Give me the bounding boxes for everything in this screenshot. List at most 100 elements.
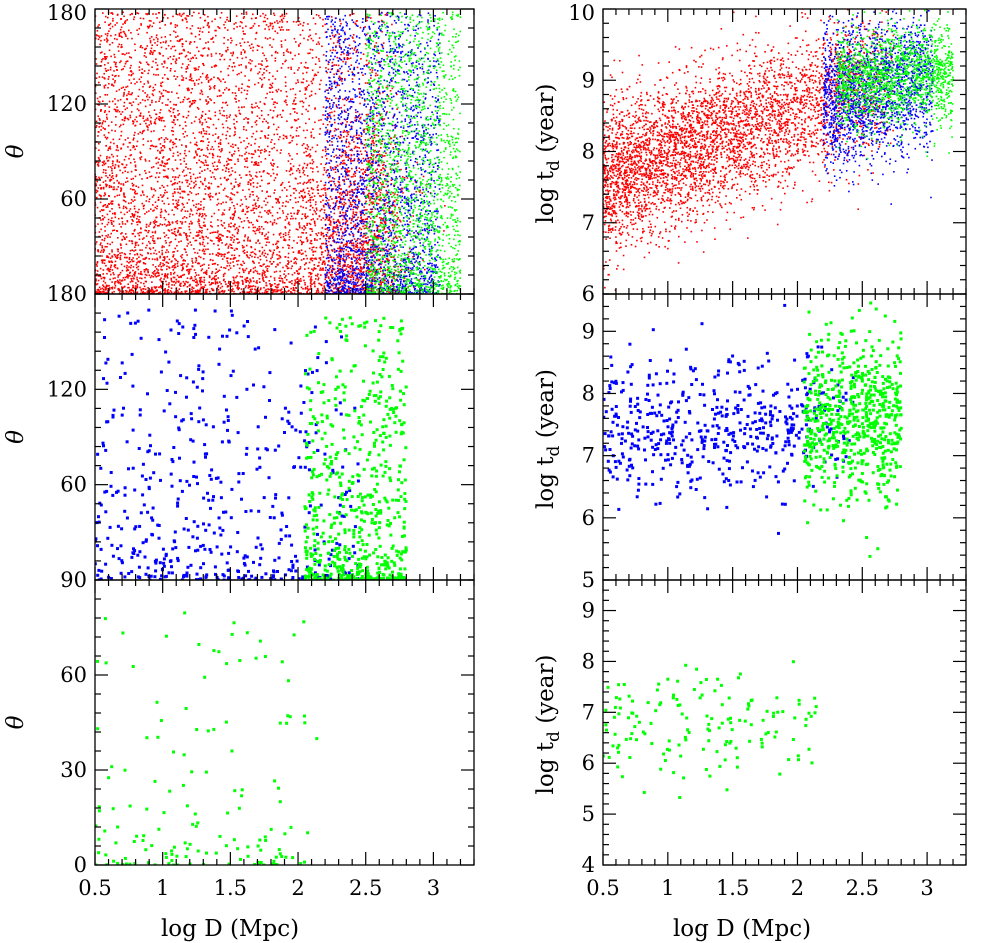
data-point (199, 76, 202, 78)
data-point (215, 268, 217, 270)
data-point (378, 150, 381, 152)
data-point (327, 251, 330, 254)
data-point (314, 203, 317, 206)
data-point (244, 33, 246, 35)
data-point (173, 230, 176, 233)
data-point (223, 213, 225, 216)
data-point (242, 283, 244, 285)
data-point (258, 107, 260, 109)
data-point (267, 288, 269, 290)
data-point (168, 230, 171, 232)
data-point (230, 145, 232, 148)
data-point (238, 87, 240, 90)
data-point (285, 291, 288, 293)
data-point (191, 102, 193, 105)
data-point (96, 262, 99, 264)
data-point (107, 285, 109, 287)
data-point (104, 282, 107, 284)
data-point (185, 163, 187, 165)
data-point (111, 286, 114, 289)
data-point (192, 132, 195, 134)
data-point (210, 53, 213, 55)
data-point (242, 189, 244, 191)
data-point (205, 289, 207, 291)
data-point (154, 221, 157, 223)
data-point (396, 93, 398, 96)
data-point (242, 280, 244, 283)
data-point (249, 193, 251, 196)
data-point (146, 195, 148, 198)
data-point (172, 111, 175, 114)
data-point (288, 261, 290, 264)
data-point (219, 177, 222, 180)
data-point (350, 271, 352, 273)
data-point (390, 281, 393, 284)
data-point (261, 78, 263, 81)
data-point (123, 101, 126, 104)
data-point (147, 271, 149, 274)
data-point (257, 206, 260, 208)
data-point (239, 217, 241, 220)
data-point (232, 52, 234, 55)
data-point (341, 225, 343, 228)
data-point (309, 95, 311, 98)
data-point (163, 120, 165, 122)
data-point (185, 116, 188, 119)
data-point (215, 34, 217, 37)
data-point (394, 136, 396, 138)
data-point (234, 171, 237, 174)
data-point (370, 239, 372, 241)
data-point (279, 216, 281, 219)
data-point (322, 261, 324, 264)
data-point (114, 98, 116, 100)
data-point (252, 267, 255, 270)
data-point (207, 102, 209, 104)
data-point (231, 92, 234, 94)
data-point (312, 246, 315, 248)
data-point (294, 177, 297, 180)
data-point (101, 209, 103, 211)
data-point (312, 199, 315, 201)
data-point (164, 240, 167, 242)
data-point (305, 67, 307, 69)
data-point (208, 187, 211, 190)
data-point (138, 238, 141, 241)
data-point (187, 167, 189, 170)
data-point (150, 122, 152, 125)
data-point (304, 227, 307, 229)
data-point (146, 117, 149, 120)
data-point (316, 189, 319, 191)
data-point (142, 117, 144, 120)
data-point (141, 242, 144, 245)
data-point (311, 246, 314, 249)
data-point (100, 39, 102, 42)
data-point (207, 81, 210, 83)
data-point (337, 180, 340, 183)
data-point (116, 188, 118, 191)
data-point (203, 263, 205, 266)
data-point (205, 273, 208, 276)
data-point (99, 244, 102, 246)
data-point (212, 259, 214, 262)
data-point (107, 124, 110, 127)
data-point (247, 291, 249, 294)
data-point (290, 68, 292, 70)
data-point (149, 24, 151, 27)
data-point (218, 292, 221, 294)
data-point (201, 140, 203, 142)
data-point (298, 292, 301, 294)
data-point (136, 285, 139, 288)
data-point (277, 289, 280, 292)
data-point (130, 288, 133, 291)
data-point (196, 46, 198, 49)
data-point (288, 238, 291, 241)
data-point (136, 221, 138, 223)
data-point (158, 137, 161, 140)
data-point (250, 246, 253, 249)
data-point (161, 269, 163, 271)
data-point (149, 114, 151, 117)
data-point (351, 217, 353, 220)
data-point (153, 242, 155, 244)
data-point (229, 217, 232, 220)
data-point (210, 176, 213, 178)
